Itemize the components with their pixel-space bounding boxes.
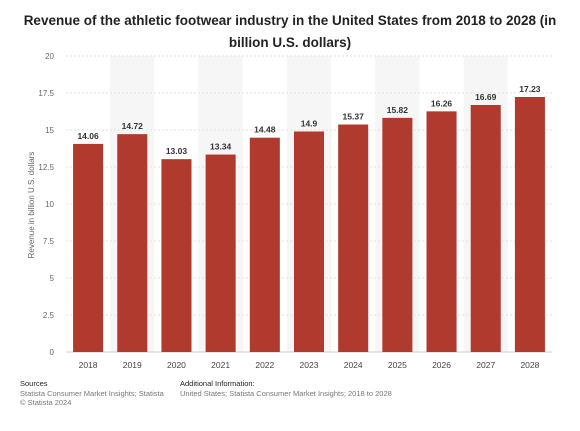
bars [73, 96, 545, 353]
x-tick-label: 2020 [167, 360, 186, 370]
bar[interactable] [382, 117, 413, 352]
y-tick-label: 5 [50, 274, 55, 283]
x-tick-label: 2027 [476, 360, 495, 370]
x-tick-label: 2023 [300, 360, 319, 370]
additional-info-heading: Additional Information: [180, 379, 255, 388]
sources-text: Statista Consumer Market Insights; Stati… [20, 388, 164, 398]
bar[interactable] [293, 131, 325, 352]
y-tick-label: 17.5 [38, 89, 54, 98]
copyright-text: © Statista 2024 [20, 398, 72, 407]
additional-info-block: Additional Information: United States; S… [180, 379, 392, 398]
value-labels: 14.06 14.72 13.03 13.34 14.48 14.9 15.37 15.82 1… [77, 84, 540, 156]
x-tick-label: 2021 [211, 360, 230, 370]
data-label: 14.72 [122, 121, 144, 131]
x-tick-label: 2028 [520, 360, 539, 370]
bar[interactable] [117, 134, 148, 352]
data-label: 14.06 [77, 131, 99, 141]
x-tick-label: 2026 [432, 360, 451, 370]
y-tick-label: 10 [45, 200, 54, 209]
data-label: 16.69 [475, 92, 497, 102]
data-label: 15.37 [343, 112, 365, 122]
y-axis-ticks: 0 2.5 5 7.5 10 12.5 15 17.5 20 [38, 52, 54, 357]
bar[interactable] [426, 111, 457, 353]
chart-title: Revenue of the athletic footwear industr… [23, 13, 557, 50]
x-tick-label: 2025 [388, 360, 407, 370]
x-tick-label: 2024 [344, 360, 363, 370]
y-tick-label: 20 [45, 52, 54, 61]
bar[interactable] [161, 159, 192, 352]
x-tick-label: 2018 [79, 360, 98, 370]
y-axis-label: Revenue in billion U.S. dollars [27, 152, 36, 259]
data-label: 13.03 [166, 146, 188, 156]
y-tick-label: 15 [45, 126, 54, 135]
sources-heading: Sources [20, 379, 48, 388]
y-tick-label: 2.5 [43, 311, 55, 320]
data-label: 17.23 [519, 84, 541, 94]
bar[interactable] [205, 154, 236, 352]
x-tick-label: 2019 [123, 360, 142, 370]
sources-block: Sources Statista Consumer Market Insight… [20, 379, 164, 408]
bar[interactable] [514, 96, 545, 352]
x-tick-label: 2022 [255, 360, 274, 370]
y-tick-label: 12.5 [38, 163, 54, 172]
data-label: 13.34 [210, 142, 232, 152]
x-axis-ticks: 2018 2019 2020 2021 2022 2023 2024 2025 2026 2027… [79, 360, 540, 370]
bar[interactable] [338, 124, 369, 352]
data-label: 14.48 [254, 125, 276, 135]
y-tick-label: 0 [50, 348, 55, 357]
bar[interactable] [470, 104, 501, 352]
additional-info-text: United States; Statista Consumer Market … [180, 388, 392, 398]
data-label: 16.26 [431, 98, 453, 108]
data-label: 15.82 [387, 105, 409, 115]
bar[interactable] [73, 143, 104, 352]
data-label: 14.9 [301, 118, 318, 128]
bar[interactable] [249, 137, 280, 352]
y-tick-label: 7.5 [43, 237, 55, 246]
